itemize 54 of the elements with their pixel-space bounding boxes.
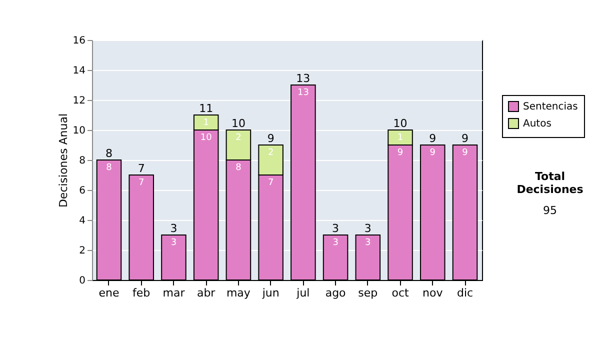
x-tick-label: sep: [358, 286, 378, 300]
data-label: 2: [236, 133, 242, 143]
y-tick-label: 14: [72, 66, 86, 76]
y-tick-label: 4: [79, 216, 86, 226]
data-label: 9: [462, 148, 468, 158]
x-tick-label: may: [226, 286, 251, 300]
x-tick-label: ene: [98, 286, 120, 300]
data-label: 13: [297, 88, 309, 98]
data-label: 9: [430, 148, 436, 158]
total-label: 3: [364, 222, 372, 235]
total-label: 9: [267, 132, 274, 145]
data-label: 2: [268, 148, 274, 158]
data-label: 7: [268, 178, 274, 188]
legend-label: Sentencias: [523, 102, 578, 112]
data-label: 3: [365, 238, 371, 248]
data-label: 7: [138, 178, 144, 188]
x-tick-label: oct: [392, 286, 410, 300]
y-tick-label: 16: [72, 36, 86, 46]
total-label: 3: [170, 222, 178, 235]
x-tick-label: mar: [162, 286, 186, 300]
data-label: 1: [203, 118, 209, 128]
x-tick-label: jun: [261, 286, 280, 300]
data-label: 9: [397, 148, 404, 158]
x-tick-label: abr: [196, 286, 216, 300]
total-label: 3: [332, 222, 340, 235]
x-tick-label: feb: [132, 286, 150, 300]
data-label: 1: [397, 133, 404, 143]
data-label: 10: [200, 133, 212, 143]
total-label: 7: [138, 162, 145, 175]
data-label: 3: [332, 238, 338, 248]
y-tick-label: 6: [79, 186, 86, 196]
y-axis-title: Decisiones Anual: [56, 113, 70, 208]
data-label: 8: [106, 163, 112, 173]
total-label: 9: [462, 132, 469, 145]
total-label: 10: [231, 117, 246, 130]
total-label: 11: [199, 102, 214, 115]
x-tick-label: dic: [456, 286, 474, 300]
y-tick-label: 10: [72, 126, 86, 136]
total-label: 13: [296, 72, 310, 85]
total-label: 9: [429, 132, 436, 145]
data-label: 8: [236, 163, 242, 173]
y-tick-label: 12: [72, 96, 86, 106]
data-label: 3: [170, 238, 177, 248]
x-tick-label: jul: [296, 286, 310, 300]
x-tick-label: ago: [325, 286, 346, 300]
text: Total Decisiones: [516, 170, 584, 196]
y-tick-label: 8: [79, 156, 86, 166]
x-tick-label: nov: [422, 286, 444, 300]
text: 95: [542, 204, 558, 217]
total-label: 10: [393, 117, 408, 130]
legend-label: Autos: [523, 118, 552, 130]
total-label: 8: [105, 147, 112, 160]
y-tick-label: 0: [79, 276, 86, 286]
y-tick-label: 2: [79, 246, 86, 256]
